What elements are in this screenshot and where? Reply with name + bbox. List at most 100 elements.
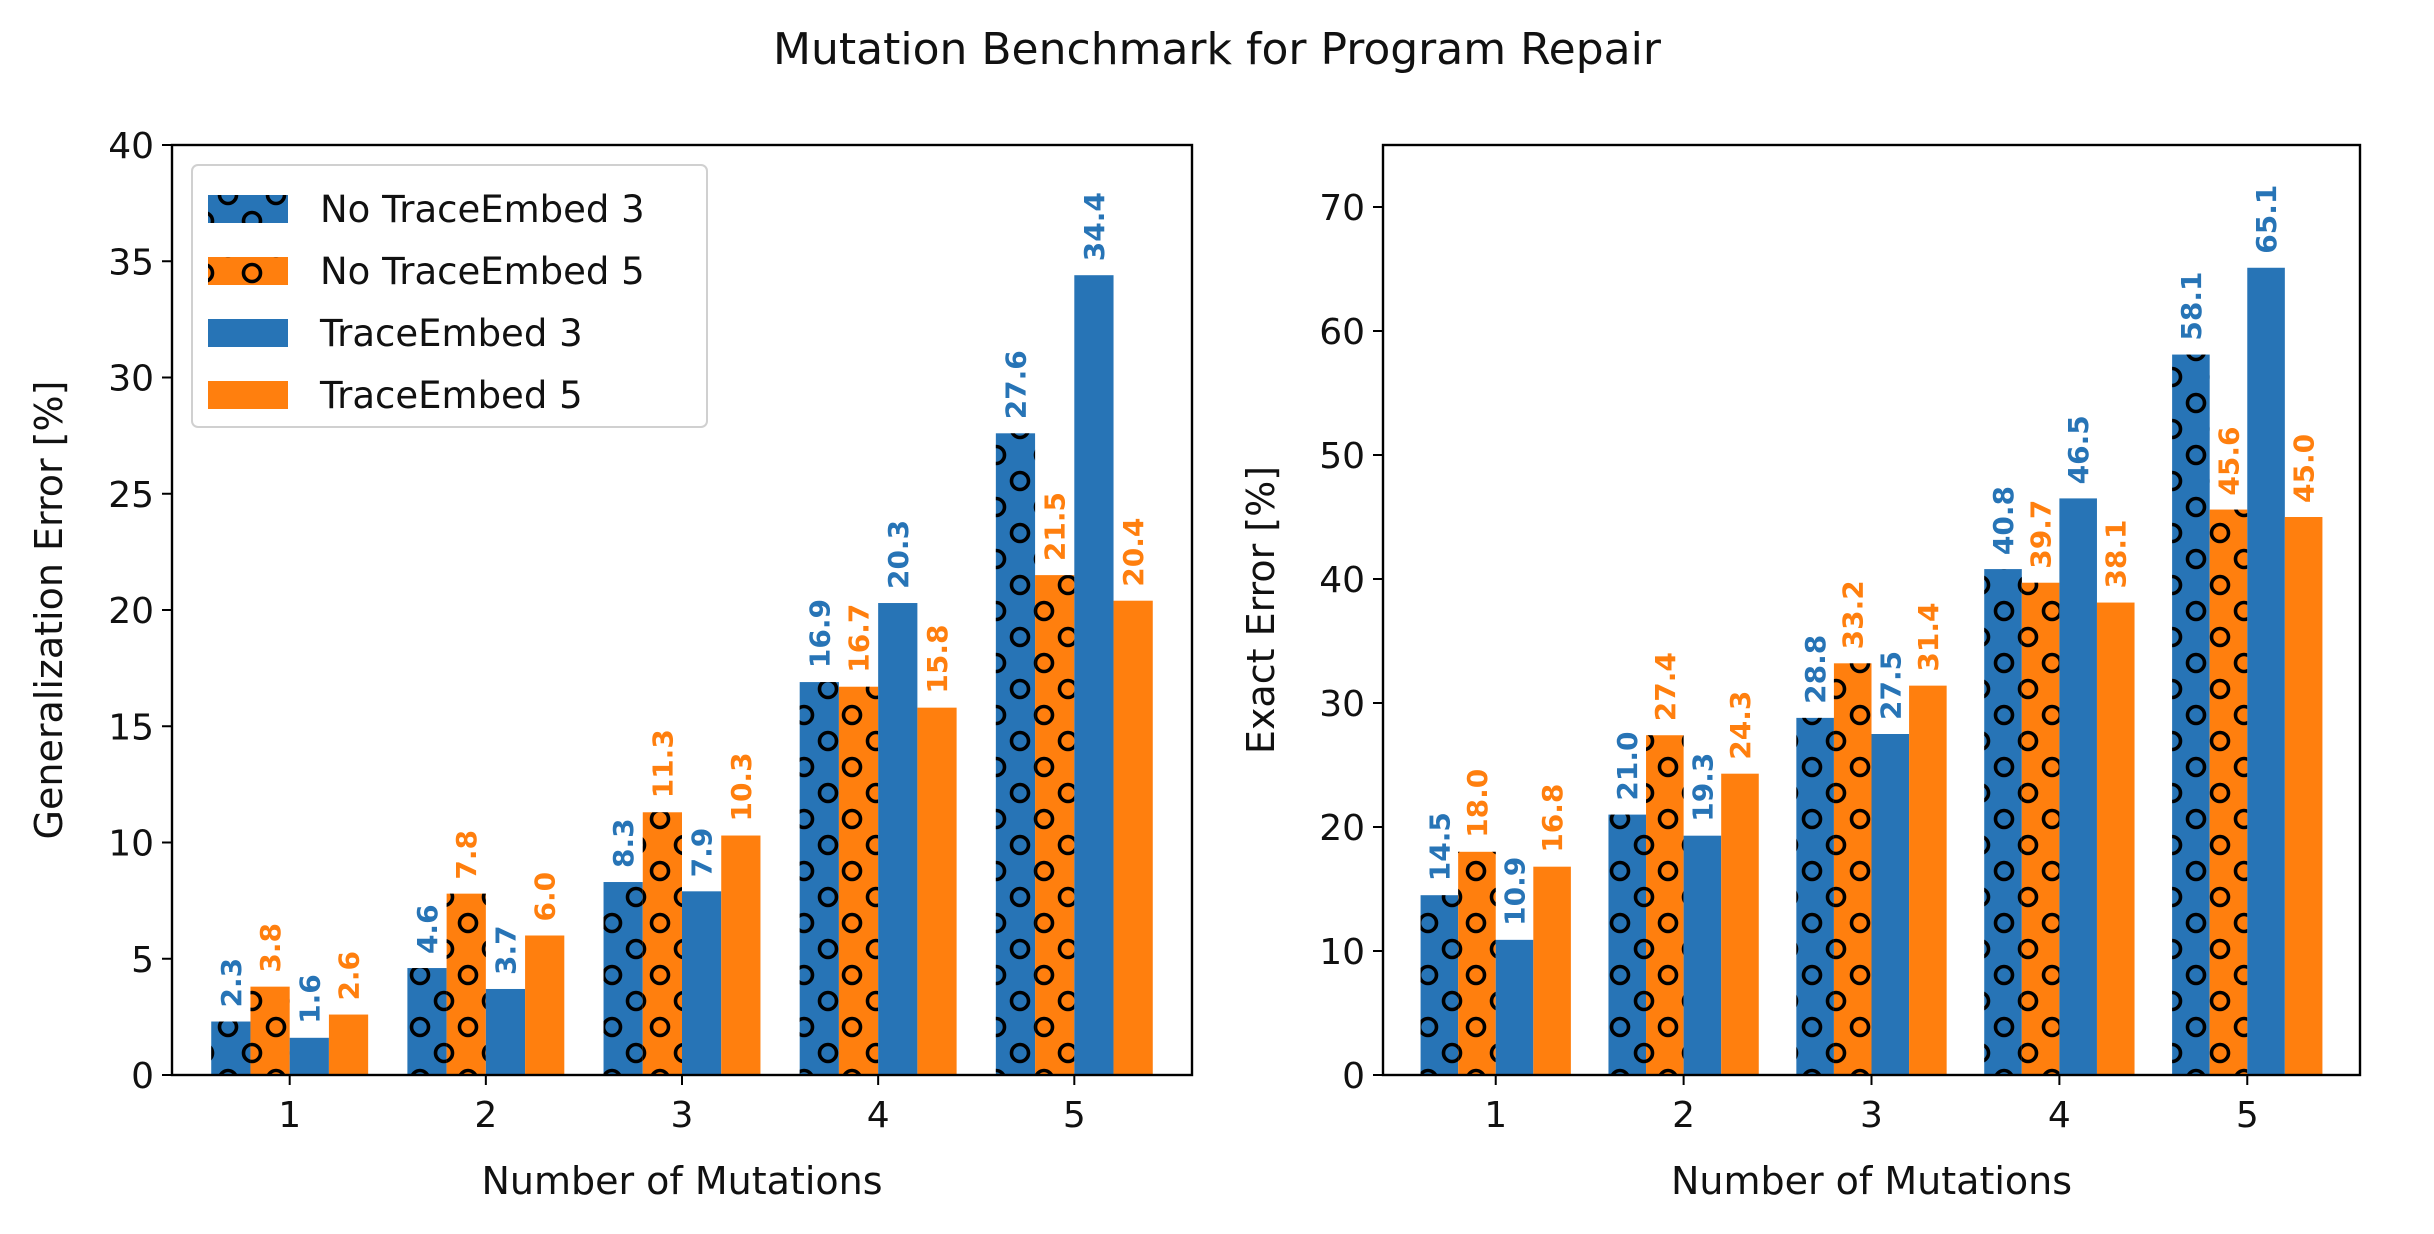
y-tick-label: 15 [108,707,154,748]
y-tick-label: 50 [1319,436,1365,477]
bar-traceembed-5-3 [1909,685,1947,1075]
y-tick-label: 70 [1319,188,1365,229]
bar-traceembed-5-2 [525,935,565,1075]
series-traceembed-3: 10.9 19.3 27.5 46.5 65.1 [1495,185,2285,1075]
figure-title: Mutation Benchmark for Program Repair [773,24,1662,75]
bar-traceembed-3-4 [878,603,918,1075]
bar-hatch [1984,569,2022,1075]
bar-traceembed-5-3 [721,835,761,1075]
bar-hatch [1608,814,1647,1075]
y-tick-label: 40 [1319,560,1365,601]
legend-label: No TraceEmbed 3 [320,188,645,231]
bar-traceembed-5-4 [2096,602,2135,1075]
bar-value-label: 19.3 [1686,753,1719,822]
y-tick-label: 10 [1319,932,1365,973]
x-tick-label: 2 [474,1095,497,1136]
y-tick-label: 40 [108,126,154,167]
bar-value-label: 27.4 [1649,652,1682,721]
bar-value-label: 3.8 [254,923,287,973]
bar-hatch [2021,582,2060,1075]
x-tick-label: 3 [1860,1095,1883,1136]
series-no-traceembed-5: 18.0 27.4 33.2 39.7 45.6 [1458,426,2248,1075]
y-tick-label: 10 [108,824,154,865]
bar-value-label: 3.7 [489,925,522,975]
y-tick-label: 30 [1319,684,1365,725]
bar-traceembed-3-3 [1871,734,1910,1075]
bar-value-label: 34.4 [1078,192,1111,261]
bar-value-label: 6.0 [529,872,562,922]
bar-value-label: 28.8 [1799,635,1832,704]
bar-traceembed-5-2 [1721,773,1759,1075]
bar-value-label: 16.9 [803,599,836,668]
legend-label: TraceEmbed 3 [319,312,583,355]
bar-value-label: 20.3 [882,520,915,589]
legend-swatch [208,381,288,409]
bar-value-label: 16.7 [843,604,876,673]
legend-swatch [208,319,288,347]
x-tick-label: 2 [1672,1095,1695,1136]
chart-generalization-error: 2.34.68.316.927.63.87.811.316.721.51.63.… [27,126,1194,1203]
bar-value-label: 21.0 [1611,732,1644,801]
chart-exact-error: 14.5 21.0 28.8 40.8 58.1 18.0 27.4 33.2 39.7 45.6… [1239,143,2362,1203]
y-tick-label: 20 [108,591,154,632]
y-tick-label: 5 [131,940,154,981]
bar-value-label: 2.6 [333,951,366,1001]
bar-value-label: 10.3 [725,752,758,821]
legend: No TraceEmbed 3 No TraceEmbed 5 TraceEmbed… [191,164,708,428]
legend-item-traceembed-5: TraceEmbed 5 [208,374,583,417]
y-axis-label: Generalization Error [%] [27,381,71,840]
bar-hatch [407,968,447,1075]
bar-hatch [1833,663,1872,1075]
bar-hatch [1458,851,1496,1075]
bar-hatch [603,882,643,1075]
series-no-traceembed-3: 2.3 4.6 8.3 16.9 27.6 [211,350,1036,1075]
bar-value-label: 4.6 [411,904,444,954]
y-tick-label: 35 [108,242,154,283]
legend-box [191,164,708,428]
bar-value-label: 31.4 [1912,603,1945,672]
bar-value-label: 16.8 [1536,784,1569,853]
bar-traceembed-3-2 [1683,835,1722,1075]
x-tick-label: 4 [867,1095,890,1136]
bar-traceembed-5-5 [1113,600,1153,1075]
bar-hatch [1420,895,1459,1075]
legend-label: TraceEmbed 5 [319,374,583,417]
bar-traceembed-3-1 [1495,939,1534,1075]
bar-traceembed-5-1 [1533,866,1571,1075]
bar-traceembed-5-5 [2284,517,2323,1075]
y-tick-label: 30 [108,359,154,400]
bar-value-label: 1.6 [293,974,326,1024]
bar-hatch [1646,735,1684,1075]
y-tick-label: 60 [1319,312,1365,353]
bar-traceembed-5-4 [917,707,957,1075]
legend-item-no-traceembed-5: No TraceEmbed 5 [208,250,645,293]
x-tick-label: 5 [2236,1095,2259,1136]
bar-value-label: 39.7 [2025,500,2058,569]
legend-item-no-traceembed-3: No TraceEmbed 3 [208,188,645,231]
bar-traceembed-5-1 [328,1014,369,1075]
bar-hatch [211,1021,251,1075]
bar-traceembed-3-1 [289,1037,329,1075]
legend-swatch-hatch [208,195,288,223]
bar-value-label: 20.4 [1117,518,1150,587]
legend-item-traceembed-3: TraceEmbed 3 [208,312,583,355]
bar-value-label: 8.3 [607,818,640,868]
series-traceembed-5: 2.6 6.0 10.3 15.8 20.4 [328,518,1153,1075]
bar-value-label: 24.3 [1724,691,1757,760]
x-tick-label: 4 [2048,1095,2071,1136]
legend-label: No TraceEmbed 5 [320,250,645,293]
bar-hatch [1796,717,1834,1075]
bar-value-label: 2.3 [215,958,248,1008]
bar-value-label: 15.8 [921,625,954,694]
x-tick-label: 5 [1063,1095,1086,1136]
bar-traceembed-3-5 [1074,275,1114,1075]
x-axis-label: Number of Mutations [1671,1159,2072,1203]
y-tick-label: 0 [131,1056,154,1097]
bar-value-label: 46.5 [2062,415,2095,484]
series-traceembed-5: 16.8 24.3 31.4 38.1 45.0 [1533,434,2323,1075]
bar-traceembed-3-4 [2059,498,2097,1075]
y-tick-label: 20 [1319,808,1365,849]
bar-hatch [838,686,879,1075]
bar-value-label: 11.3 [646,729,679,798]
